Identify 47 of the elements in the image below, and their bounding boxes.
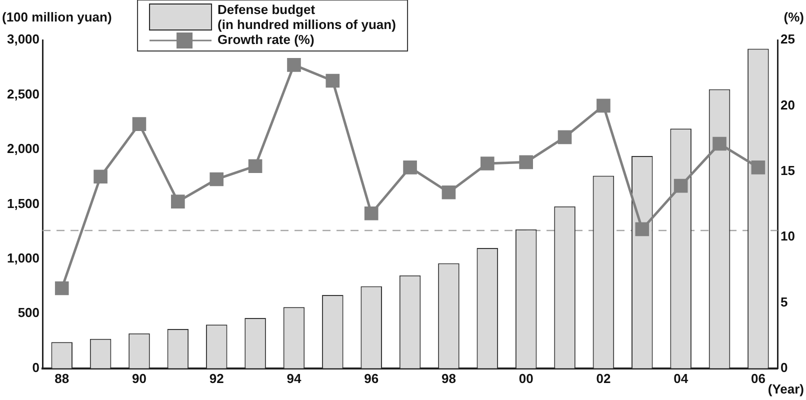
y-axis-title: (100 million yuan) [2, 10, 112, 25]
y2-tick-label: 10 [780, 228, 796, 244]
point [94, 170, 108, 184]
point [248, 159, 262, 174]
legend-label: Growth rate (%) [218, 32, 314, 48]
y2-tick-label: 20 [780, 97, 796, 112]
y2-tick-label: 25 [780, 32, 796, 47]
point [287, 58, 301, 72]
point [480, 156, 494, 170]
point [171, 194, 185, 208]
point [712, 136, 726, 151]
y2-tick-label: 15 [780, 162, 796, 178]
point [519, 155, 533, 170]
point [635, 222, 650, 236]
y2-tick-label: 5 [780, 294, 788, 310]
point [442, 185, 456, 200]
x-tick-label: 06 [750, 370, 766, 386]
x-tick-label: 90 [132, 370, 146, 386]
y-tick-label: 1,000 [6, 250, 40, 266]
x-tick-label: 96 [364, 370, 379, 386]
y2-tick-label: 0 [780, 360, 788, 375]
y-tick-label: 1,500 [6, 196, 40, 211]
y-tick-label: 500 [18, 305, 40, 320]
point [558, 130, 572, 144]
x-tick-label: 92 [209, 370, 224, 386]
x-tick-label: 02 [596, 370, 611, 386]
point [596, 98, 610, 113]
x-tick-label: 00 [518, 370, 534, 386]
x-tick-label: 94 [286, 370, 302, 386]
y2-axis-title: (%) [784, 10, 804, 25]
legend-label: Defense budget (in hundred millions of yuan) [218, 2, 396, 32]
y-tick-label: 2,500 [6, 86, 40, 102]
point [326, 74, 340, 88]
x-tick-label: 98 [441, 370, 456, 386]
point [674, 178, 688, 193]
point [54, 281, 69, 296]
point [132, 117, 146, 131]
point [403, 160, 417, 174]
point [210, 172, 224, 186]
x-tick-label: 04 [674, 370, 689, 386]
y-tick-label: 2,000 [6, 141, 40, 156]
y-tick-label: 3,000 [6, 32, 40, 47]
x-tick-label: 88 [54, 370, 70, 386]
point [364, 206, 378, 220]
y-tick-label: 0 [32, 360, 40, 375]
point [751, 160, 766, 174]
x-axis-title: (Year) [768, 382, 804, 397]
